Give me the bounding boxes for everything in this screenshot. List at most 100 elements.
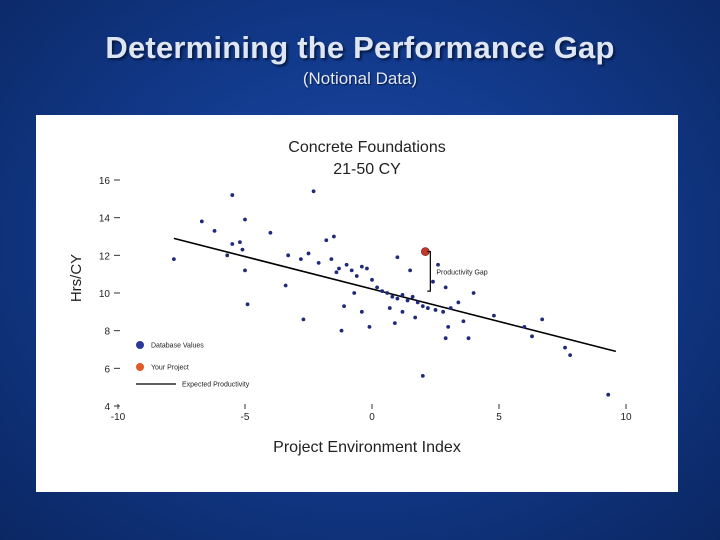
database-point — [466, 336, 471, 341]
database-point — [400, 309, 405, 314]
database-point — [385, 291, 390, 295]
database-point — [606, 392, 611, 397]
legend-project-marker — [136, 363, 144, 371]
database-point — [301, 317, 306, 322]
expected-productivity-line — [173, 237, 617, 353]
database-point — [400, 292, 405, 297]
database-point — [225, 253, 230, 258]
database-point — [243, 268, 247, 273]
database-point — [339, 328, 344, 333]
x-tick-label: -10 — [111, 412, 126, 423]
data-points — [171, 189, 611, 397]
database-point — [334, 270, 339, 275]
database-point — [443, 285, 448, 290]
database-point — [431, 279, 435, 284]
database-point — [568, 353, 573, 358]
database-point — [448, 306, 453, 310]
x-tick-label: 10 — [620, 412, 632, 423]
database-point — [540, 317, 545, 322]
database-point — [240, 247, 245, 252]
y-tick-label: 16 — [99, 176, 111, 187]
slide-title: Determining the Performance Gap — [105, 30, 615, 65]
y-tick-label: 4 — [104, 402, 110, 413]
database-point — [199, 219, 204, 224]
database-point — [395, 255, 400, 260]
database-point — [349, 268, 354, 273]
database-point — [268, 230, 273, 235]
database-point — [530, 334, 534, 339]
y-tick-label: 8 — [104, 327, 110, 338]
database-point — [354, 274, 359, 278]
database-point — [171, 257, 176, 261]
database-point — [492, 313, 496, 318]
legend-line-label: Expected Productivity — [182, 382, 250, 389]
y-tick-label: 12 — [99, 251, 111, 262]
productivity-gap-label: Productivity Gap — [436, 269, 487, 276]
database-point — [212, 228, 217, 233]
database-point — [324, 238, 329, 243]
database-point — [306, 251, 311, 256]
y-tick-label: 14 — [99, 214, 111, 225]
database-point — [522, 325, 527, 329]
database-point — [337, 266, 341, 271]
database-point — [342, 304, 346, 309]
x-tick-label: 0 — [369, 412, 375, 423]
database-point — [443, 336, 448, 341]
database-point — [316, 260, 321, 265]
database-point — [311, 189, 316, 194]
legend: Database Values Your Project Expected Prod… — [136, 341, 250, 389]
database-point — [380, 289, 385, 294]
database-point — [390, 294, 395, 299]
database-point — [238, 240, 242, 245]
legend-database-label: Database Values — [151, 343, 204, 350]
slide-subtitle: (Notional Data) — [302, 69, 418, 88]
expected-productivity-line-path — [173, 237, 617, 353]
y-tick-label: 10 — [99, 289, 111, 300]
chart-subtitle: 21-50 CY — [333, 161, 401, 178]
database-point — [471, 291, 476, 295]
database-point — [420, 373, 425, 378]
database-point — [433, 308, 438, 312]
productivity-gap-bracket — [427, 250, 431, 292]
legend-project-label: Your Project — [151, 365, 189, 372]
database-point — [375, 285, 379, 290]
database-point — [395, 296, 400, 301]
database-point — [370, 277, 374, 282]
y-axis-ticks: 4 6 8 10 12 14 16 — [99, 176, 120, 413]
database-point — [230, 242, 235, 246]
scatter-chart: Concrete Foundations 21-50 CY Project En… — [68, 139, 632, 456]
database-point — [359, 264, 364, 269]
database-point — [344, 262, 349, 267]
database-point — [329, 257, 334, 261]
database-point — [367, 325, 372, 329]
database-point — [352, 291, 357, 295]
database-point — [283, 283, 288, 288]
chart-panel: Concrete Foundations 21-50 CY Project En… — [36, 115, 678, 492]
database-point — [420, 304, 425, 309]
database-point — [446, 325, 451, 329]
database-point — [415, 300, 420, 305]
database-point — [461, 319, 466, 324]
database-point — [286, 253, 291, 258]
y-axis-label: Hrs/CY — [68, 254, 85, 302]
x-tick-label: -5 — [241, 412, 250, 423]
database-point — [456, 300, 461, 305]
database-point — [410, 294, 415, 299]
x-axis-label: Project Environment Index — [273, 439, 461, 456]
database-point — [413, 315, 418, 320]
database-point — [405, 298, 410, 303]
database-point — [243, 217, 247, 222]
database-point — [230, 193, 235, 197]
y-tick-label: 6 — [104, 364, 110, 375]
chart-title: Concrete Foundations — [288, 139, 445, 156]
database-point — [563, 345, 567, 350]
database-point — [408, 268, 412, 273]
database-point — [436, 262, 440, 267]
database-point — [365, 266, 369, 271]
productivity-gap-annotation: Productivity Gap — [427, 250, 488, 292]
x-axis-ticks: -10 -5 0 5 10 — [111, 404, 632, 423]
x-tick-label: 5 — [496, 412, 502, 423]
database-point — [359, 309, 364, 314]
database-point — [245, 302, 250, 307]
database-point — [332, 234, 336, 239]
